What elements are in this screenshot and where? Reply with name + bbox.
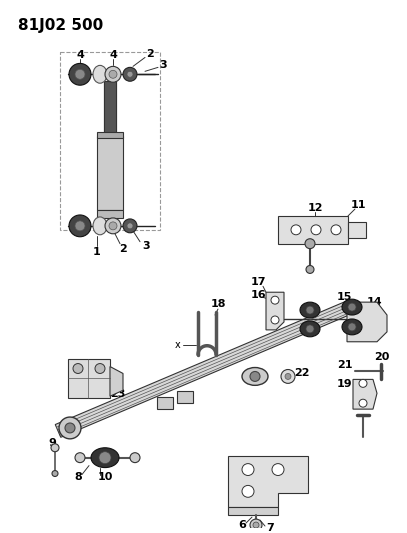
Bar (104, 81, 116, 136)
Text: 14: 14 (367, 297, 383, 307)
Circle shape (359, 399, 367, 407)
Ellipse shape (105, 218, 121, 234)
Ellipse shape (109, 222, 117, 230)
Bar (97, 210, 123, 218)
Text: 2: 2 (119, 244, 127, 254)
Polygon shape (278, 216, 348, 244)
Text: 17: 17 (250, 277, 266, 287)
Text: 19: 19 (337, 379, 353, 390)
Ellipse shape (242, 368, 268, 385)
Polygon shape (68, 359, 110, 398)
Ellipse shape (342, 319, 362, 335)
Text: 2: 2 (146, 50, 154, 60)
Ellipse shape (127, 71, 133, 77)
Circle shape (331, 225, 341, 235)
Ellipse shape (130, 453, 140, 463)
Text: x: x (175, 340, 181, 350)
Bar (104, 81, 116, 136)
Text: 7: 7 (266, 523, 274, 533)
Polygon shape (348, 222, 366, 238)
Polygon shape (266, 292, 284, 330)
Ellipse shape (75, 221, 85, 231)
Text: 22: 22 (294, 368, 310, 378)
Circle shape (52, 471, 58, 477)
Circle shape (95, 364, 105, 374)
Polygon shape (353, 379, 377, 409)
Ellipse shape (127, 223, 133, 229)
Ellipse shape (65, 423, 75, 433)
Circle shape (306, 265, 314, 273)
Bar (97, 136, 123, 210)
Ellipse shape (300, 321, 320, 337)
Polygon shape (110, 367, 123, 396)
Polygon shape (55, 301, 353, 437)
Ellipse shape (109, 70, 117, 78)
Ellipse shape (99, 452, 111, 464)
Text: 8: 8 (74, 472, 82, 482)
Circle shape (281, 369, 295, 383)
Circle shape (242, 464, 254, 475)
Text: 6: 6 (238, 520, 246, 530)
Text: 21: 21 (337, 360, 353, 369)
Bar (97, 132, 123, 138)
Circle shape (250, 519, 262, 531)
Circle shape (253, 522, 259, 528)
Ellipse shape (75, 69, 85, 79)
Polygon shape (347, 302, 387, 342)
Ellipse shape (93, 217, 107, 235)
Circle shape (51, 444, 59, 452)
Ellipse shape (300, 302, 320, 318)
Bar (177, 391, 193, 403)
Ellipse shape (59, 417, 81, 439)
Ellipse shape (69, 63, 91, 85)
Polygon shape (228, 507, 278, 515)
Circle shape (285, 374, 291, 379)
Text: 16: 16 (250, 290, 266, 300)
Circle shape (359, 379, 367, 387)
Text: 12: 12 (307, 203, 323, 213)
Text: 23: 23 (110, 389, 126, 399)
Ellipse shape (105, 67, 121, 82)
Ellipse shape (348, 323, 356, 331)
Ellipse shape (306, 306, 314, 314)
Circle shape (75, 453, 85, 463)
Circle shape (272, 464, 284, 475)
Ellipse shape (93, 66, 107, 83)
Circle shape (242, 486, 254, 497)
Ellipse shape (342, 299, 362, 315)
Circle shape (73, 364, 83, 374)
Text: 81J02 500: 81J02 500 (18, 18, 103, 33)
Circle shape (311, 225, 321, 235)
Text: 4: 4 (76, 51, 84, 60)
Text: 5: 5 (238, 506, 246, 516)
Circle shape (305, 239, 315, 249)
Ellipse shape (306, 325, 314, 333)
Ellipse shape (250, 372, 260, 382)
Text: 9: 9 (48, 438, 56, 448)
Polygon shape (228, 456, 308, 507)
Text: 18: 18 (210, 299, 226, 309)
Text: 3: 3 (159, 60, 167, 70)
Ellipse shape (91, 448, 119, 467)
Text: 15: 15 (336, 292, 352, 302)
Text: 4: 4 (109, 51, 117, 60)
Circle shape (291, 225, 301, 235)
Ellipse shape (123, 219, 137, 233)
Text: 1: 1 (93, 247, 101, 256)
Ellipse shape (348, 303, 356, 311)
Text: 10: 10 (97, 472, 113, 482)
Text: 11: 11 (350, 200, 366, 210)
Text: 13: 13 (314, 233, 330, 243)
Circle shape (271, 296, 279, 304)
Circle shape (271, 316, 279, 324)
Ellipse shape (69, 215, 91, 237)
Bar (60, 52, 160, 230)
Ellipse shape (123, 67, 137, 81)
Bar (157, 397, 173, 409)
Text: 3: 3 (142, 241, 150, 251)
Text: 20: 20 (374, 352, 389, 361)
